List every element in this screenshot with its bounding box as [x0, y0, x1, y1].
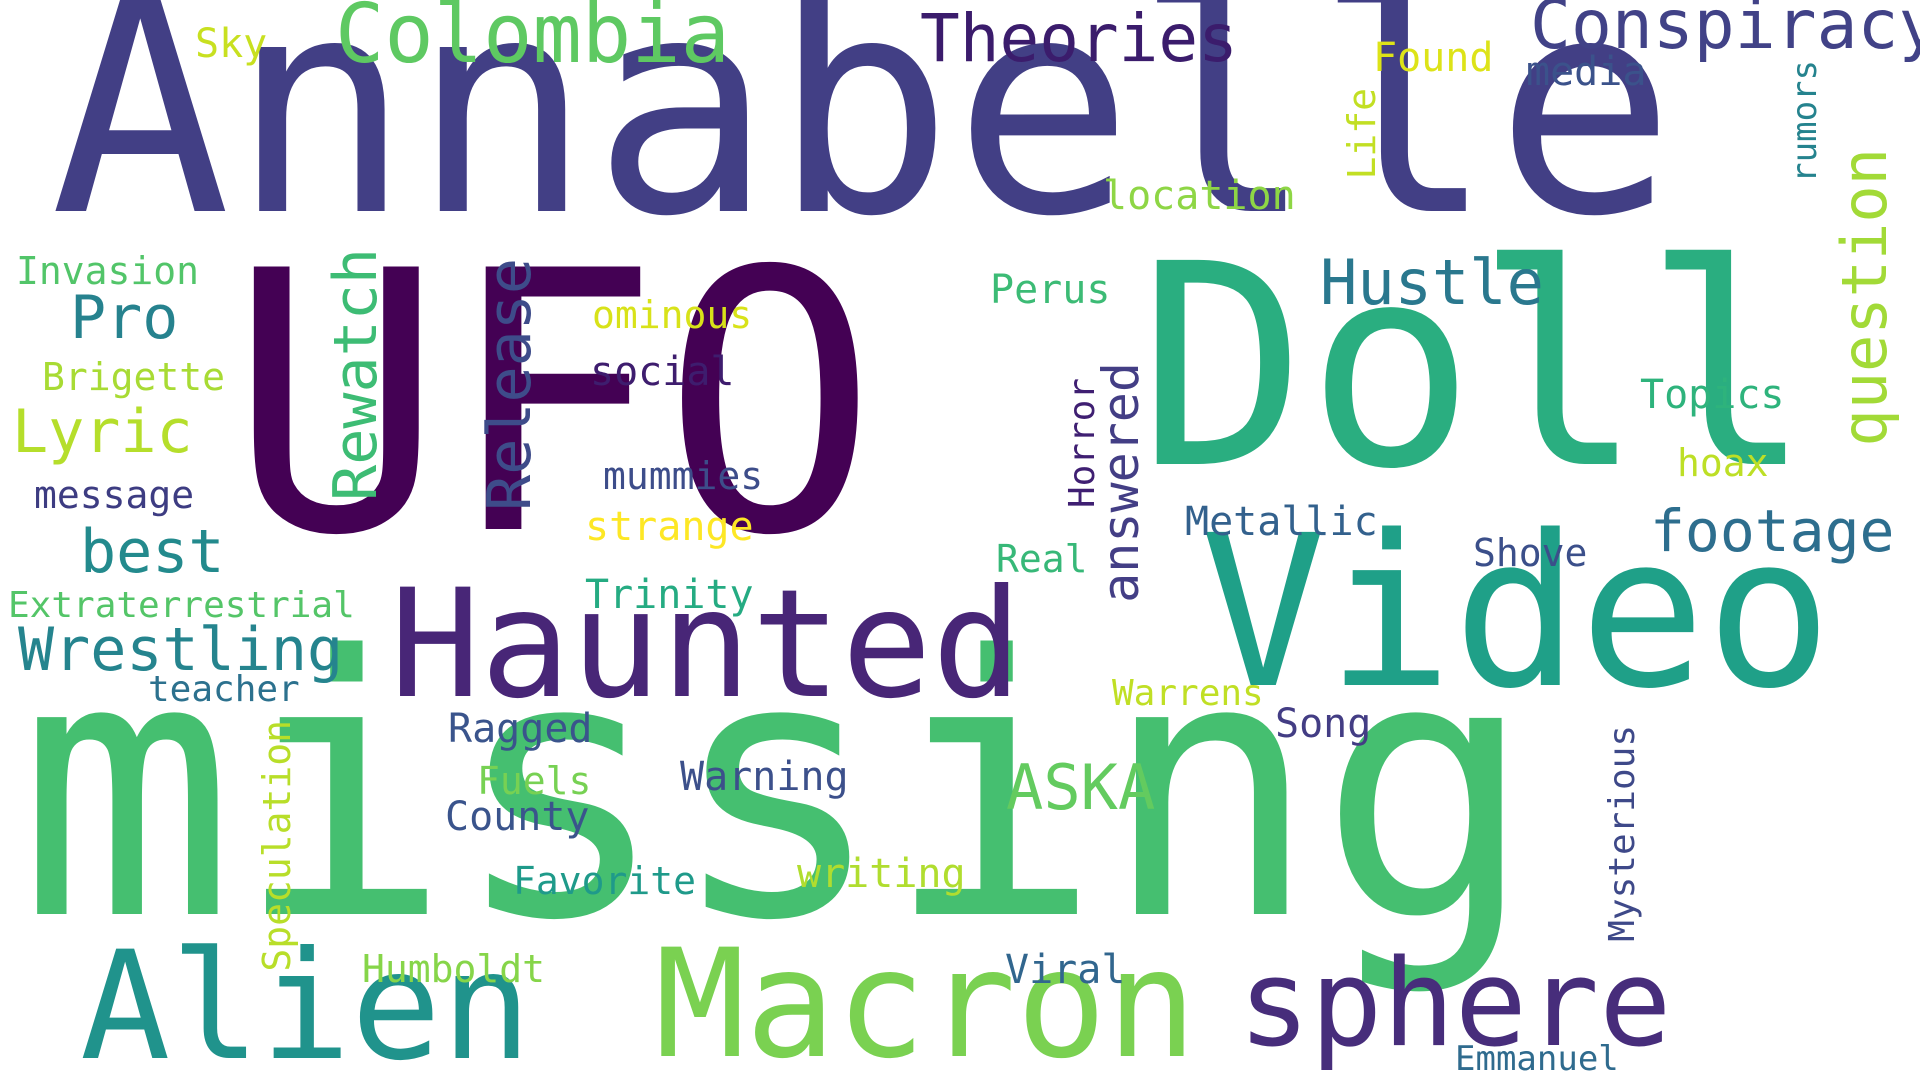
word-theories: Theories: [920, 0, 1238, 77]
word-mysterious: Mysterious: [1602, 725, 1643, 942]
word-media: media: [1526, 49, 1647, 95]
word-brigette: Brigette: [42, 355, 226, 399]
word-message: message: [34, 473, 195, 517]
word-invasion: Invasion: [16, 249, 200, 293]
word-speculation: Speculation: [255, 720, 299, 972]
word-question: question: [1828, 148, 1901, 447]
word-perus: Perus: [990, 267, 1111, 313]
word-county: County: [445, 794, 590, 840]
word-sky: Sky: [195, 21, 268, 67]
word-emmanuel: Emmanuel: [1455, 1039, 1619, 1079]
word-haunted: Haunted: [390, 558, 1023, 732]
word-release: Release: [475, 258, 545, 511]
word-shove: Shove: [1473, 531, 1588, 575]
word-rewatch: Rewatch: [321, 248, 391, 501]
word-fuels: Fuels: [477, 759, 592, 803]
word-viral: Viral: [1005, 947, 1126, 993]
word-ufo: UFO: [228, 195, 879, 614]
word-social: social: [590, 349, 735, 395]
word-humboldt: Humboldt: [362, 947, 546, 991]
word-mummies: mummies: [603, 454, 764, 498]
word-rumors: rumors: [1785, 60, 1825, 183]
word-lyric: Lyric: [12, 397, 193, 467]
word-ragged: Ragged: [448, 706, 593, 752]
word-topics: Topics: [1640, 372, 1785, 418]
word-extraterrestrial: Extraterrestrial: [8, 585, 355, 626]
word-strange: strange: [585, 504, 754, 550]
word-wrestling: Wrestling: [18, 615, 344, 685]
word-colombia: Colombia: [335, 0, 730, 82]
word-sphere: sphere: [1238, 935, 1672, 1074]
word-pro: Pro: [70, 283, 179, 353]
word-warrens: Warrens: [1112, 673, 1264, 714]
word-favorite: Favorite: [513, 859, 697, 903]
word-life: Life: [1340, 88, 1384, 180]
word-teacher: teacher: [148, 669, 300, 710]
word-footage: footage: [1650, 497, 1895, 565]
word-found: Found: [1373, 35, 1494, 81]
word-missing: missing: [18, 580, 1536, 999]
word-annabelle: Annabelle: [50, 0, 1676, 282]
word-answered: answered: [1092, 362, 1150, 603]
word-metallic: Metallic: [1185, 499, 1378, 545]
word-ominous: ominous: [592, 293, 753, 337]
word-location: location: [1103, 173, 1296, 219]
word-video: Video: [1200, 490, 1833, 735]
word-conspiracy: Conspiracy: [1530, 0, 1920, 65]
word-hustle: Hustle: [1320, 246, 1544, 319]
word-real: Real: [996, 537, 1088, 581]
word-best: best: [80, 517, 225, 587]
word-trinity: Trinity: [585, 572, 754, 618]
word-writing: writing: [797, 851, 966, 897]
word-macron: Macron: [655, 918, 1197, 1080]
word-song: Song: [1275, 701, 1372, 747]
word-warning: Warning: [680, 754, 849, 800]
word-hoax: hoax: [1677, 441, 1769, 485]
word-aska: ASKA: [1006, 751, 1156, 824]
word-doll: Doll: [1138, 205, 1813, 531]
word-alien: Alien: [80, 920, 532, 1080]
